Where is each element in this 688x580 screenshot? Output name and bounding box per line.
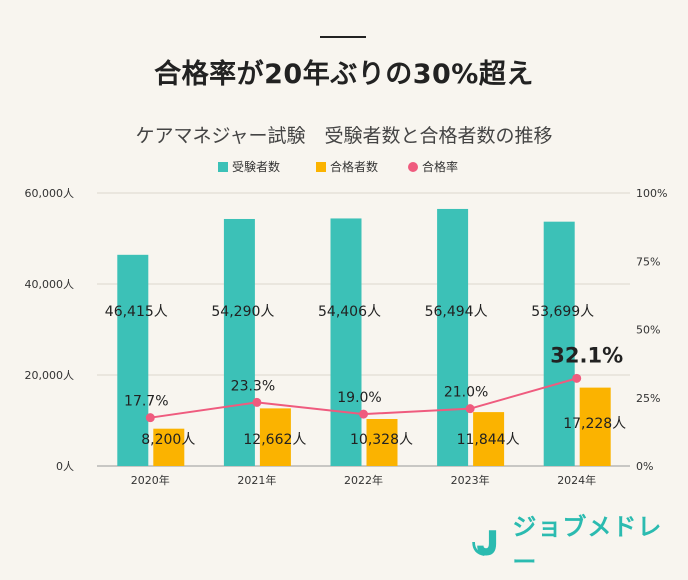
x-tick-label: 2021年 <box>237 473 276 487</box>
data-label-rate: 32.1% <box>550 343 623 367</box>
brand-name: ジョブメドレー <box>512 513 663 576</box>
data-label-rate: 19.0% <box>337 390 381 406</box>
y-right-tick-label: 25% <box>636 392 660 405</box>
bar-examinees-2020年 <box>117 254 149 466</box>
y-left-tick-label: 40,000人 <box>25 278 75 291</box>
rate-point-2020年 <box>145 413 155 423</box>
legend-label-0: 受験者数 <box>232 159 280 174</box>
rate-point-2022年 <box>359 409 368 419</box>
legend-swatch-1 <box>316 162 326 172</box>
bar-passers-2022年 <box>366 419 398 466</box>
brand-logo: ジョブメドレー <box>470 513 670 576</box>
y-right-tick-label: 100% <box>636 187 667 200</box>
y-left-tick-label: 20,000人 <box>25 369 75 382</box>
bar-passers-2024年 <box>579 387 611 466</box>
x-tick-label: 2024年 <box>557 473 596 487</box>
legend-swatch-2 <box>408 162 418 172</box>
bar-passers-2020年 <box>153 428 185 466</box>
data-label-rate: 21.0% <box>444 385 488 401</box>
y-right-tick-label: 75% <box>636 255 660 268</box>
data-label-examinees: 54,290人 <box>211 304 274 320</box>
bar-examinees-2022年 <box>330 218 362 466</box>
bar-examinees-2024年 <box>543 221 575 466</box>
brand-mark-icon <box>472 530 497 556</box>
chart-title: ケアマネジャー試験 受験者数と合格者数の推移 <box>135 125 552 147</box>
rate-point-2024年 <box>572 373 582 383</box>
data-label-examinees: 54,406人 <box>318 304 381 320</box>
x-tick-label: 2023年 <box>451 473 490 487</box>
y-right-tick-label: 50% <box>636 324 660 337</box>
y-left-tick-label: 0人 <box>56 460 74 473</box>
data-label-examinees: 56,494人 <box>425 304 488 320</box>
data-label-examinees: 53,699人 <box>531 304 594 320</box>
y-left-tick-label: 60,000人 <box>25 187 75 200</box>
data-label-passers: 10,328人 <box>350 432 413 448</box>
data-label-rate: 23.3% <box>231 378 275 394</box>
x-tick-label: 2020年 <box>131 473 170 487</box>
decorative-top-line <box>320 36 366 38</box>
rate-point-2021年 <box>252 397 262 407</box>
legend-swatch-0 <box>218 162 228 172</box>
rate-point-2023年 <box>465 404 475 414</box>
y-right-tick-label: 0% <box>636 460 653 473</box>
data-label-passers: 12,662人 <box>243 432 306 448</box>
bar-passers-2021年 <box>259 408 291 466</box>
data-label-passers: 8,200人 <box>141 432 195 448</box>
bar-passers-2023年 <box>473 412 505 466</box>
data-label-passers: 11,844人 <box>457 432 520 448</box>
headline: 合格率が20年ぶりの30%超え <box>154 59 534 90</box>
legend-label-1: 合格者数 <box>330 159 378 174</box>
data-label-rate: 17.7% <box>124 394 168 410</box>
data-label-examinees: 46,415人 <box>105 304 168 320</box>
bar-examinees-2021年 <box>223 218 255 466</box>
data-label-passers: 17,228人 <box>563 416 626 432</box>
legend-label-2: 合格率 <box>422 159 458 174</box>
bar-examinees-2023年 <box>437 208 469 466</box>
x-tick-label: 2022年 <box>344 473 383 487</box>
